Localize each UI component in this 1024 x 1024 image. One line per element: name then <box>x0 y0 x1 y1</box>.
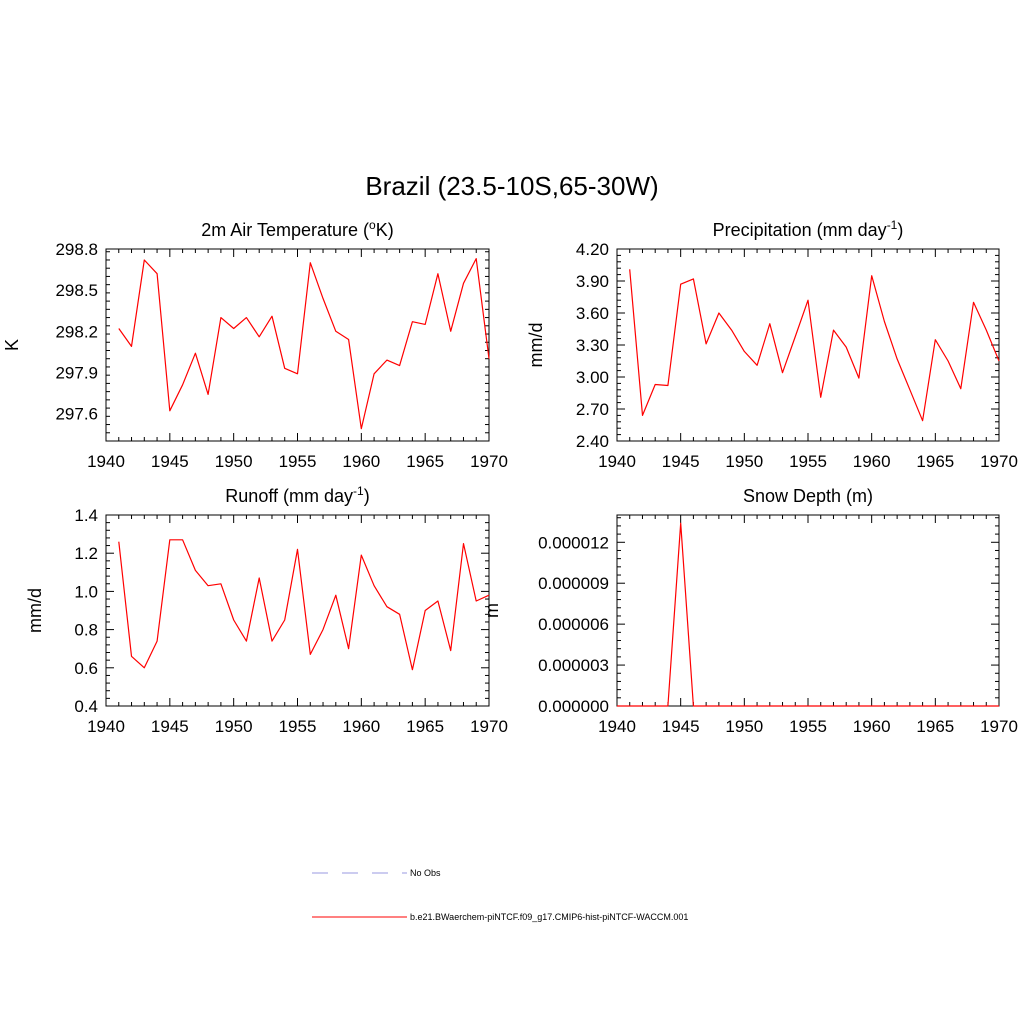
legend-entry-2: b.e21.BWaerchem-piNTCF.f09_g17.CMIP6-his… <box>312 912 688 922</box>
x-tick-label: 1950 <box>215 452 253 471</box>
y-tick-label: 1.0 <box>74 582 98 601</box>
y-tick-label: 3.30 <box>576 336 609 355</box>
x-tick-label: 1940 <box>87 717 125 736</box>
panel-title: Runoff (mm day-1) <box>225 484 369 506</box>
x-tick-label: 1950 <box>215 717 253 736</box>
y-tick-label: 298.8 <box>55 240 98 259</box>
x-tick-label: 1940 <box>87 452 125 471</box>
legend-entry-1: No Obs <box>312 868 441 878</box>
x-tick-label: 1945 <box>151 717 189 736</box>
x-tick-label: 1955 <box>279 452 317 471</box>
x-tick-label: 1970 <box>980 717 1018 736</box>
x-tick-label: 1950 <box>725 717 763 736</box>
x-tick-label: 1940 <box>598 717 636 736</box>
y-tick-label: 2.40 <box>576 432 609 451</box>
y-tick-label: 297.9 <box>55 363 98 382</box>
x-tick-label: 1945 <box>662 717 700 736</box>
panel-title: Precipitation (mm day-1) <box>713 218 904 240</box>
x-tick-label: 1955 <box>279 717 317 736</box>
panel-1: 2m Air Temperature (oK) 1940 1945 1950 1955 1… <box>2 218 508 471</box>
y-tick-label: 297.6 <box>55 405 98 424</box>
y-tick-label: 0.6 <box>74 659 98 678</box>
y-tick-label: 1.2 <box>74 544 98 563</box>
figure-title: Brazil (23.5-10S,65-30W) <box>365 171 658 201</box>
y-axis-label: m <box>482 603 502 618</box>
x-tick-label: 1945 <box>662 452 700 471</box>
x-tick-label: 1965 <box>916 452 954 471</box>
panel-title: Snow Depth (m) <box>743 486 873 506</box>
x-tick-label: 1960 <box>853 452 891 471</box>
panel-title: 2m Air Temperature (oK) <box>201 218 393 240</box>
x-tick-label: 1960 <box>342 717 380 736</box>
x-tick-label: 1960 <box>853 717 891 736</box>
y-tick-label: 3.90 <box>576 272 609 291</box>
x-tick-label: 1970 <box>980 452 1018 471</box>
y-tick-label: 0.000003 <box>538 656 609 675</box>
x-tick-label: 1950 <box>725 452 763 471</box>
series-line-1 <box>629 269 1000 422</box>
y-tick-label: 0.000000 <box>538 697 609 716</box>
plot-frame <box>616 248 1000 442</box>
y-tick-label: 2.70 <box>576 400 609 419</box>
y-tick-label: 0.8 <box>74 621 98 640</box>
x-tick-label: 1965 <box>406 717 444 736</box>
x-tick-label: 1970 <box>470 452 508 471</box>
y-axis-label: mm/d <box>526 323 546 368</box>
y-tick-label: 298.5 <box>55 281 98 300</box>
y-tick-label: 4.20 <box>576 240 609 259</box>
panels: 2m Air Temperature (oK) 1940 1945 1950 1955 1… <box>2 218 1018 736</box>
x-tick-label: 1940 <box>598 452 636 471</box>
legend-label: No Obs <box>410 868 441 878</box>
y-axis-label: mm/d <box>25 588 45 633</box>
y-tick-label: 3.60 <box>576 304 609 323</box>
x-tick-label: 1955 <box>789 717 827 736</box>
x-tick-label: 1965 <box>406 452 444 471</box>
y-axis-label: K <box>2 339 22 351</box>
legend: No Obs b.e21.BWaerchem-piNTCF.f09_g17.CMI… <box>312 868 688 922</box>
plot-frame <box>105 514 490 707</box>
y-tick-label: 0.000006 <box>538 615 609 634</box>
y-tick-label: 298.2 <box>55 322 98 341</box>
legend-label: b.e21.BWaerchem-piNTCF.f09_g17.CMIP6-his… <box>410 912 688 922</box>
x-tick-label: 1970 <box>470 717 508 736</box>
x-tick-label: 1945 <box>151 452 189 471</box>
y-tick-label: 0.000012 <box>538 533 609 552</box>
y-tick-label: 3.00 <box>576 368 609 387</box>
y-tick-label: 0.4 <box>74 697 98 716</box>
x-tick-label: 1960 <box>342 452 380 471</box>
x-tick-label: 1965 <box>916 717 954 736</box>
panel-4: Snow Depth (m) 1940 1945 1950 1955 1960 1965 19… <box>482 486 1018 736</box>
series-line-1 <box>617 522 999 707</box>
series-line-1 <box>118 258 490 430</box>
x-tick-label: 1955 <box>789 452 827 471</box>
series-line-1 <box>118 539 490 671</box>
panel-2: Precipitation (mm day-1) 1940 1945 1950 1955… <box>526 218 1018 471</box>
panel-3: Runoff (mm day-1) 1940 1945 1950 1955 1960 196… <box>25 484 508 736</box>
y-tick-label: 1.4 <box>74 506 98 525</box>
y-tick-label: 0.000009 <box>538 574 609 593</box>
